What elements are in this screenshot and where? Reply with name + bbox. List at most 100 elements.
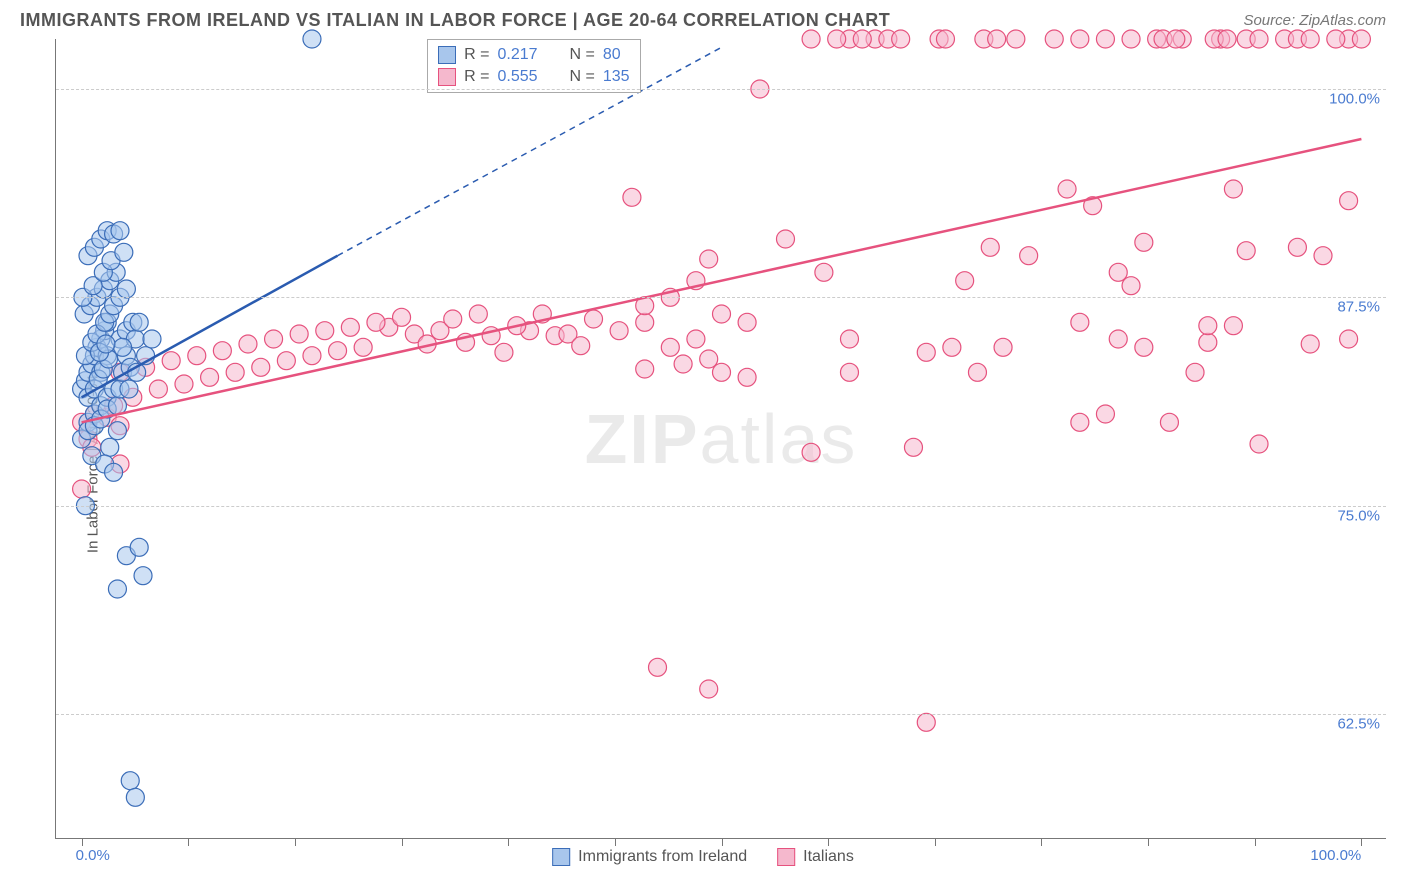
scatter-point bbox=[815, 263, 833, 281]
scatter-point bbox=[393, 308, 411, 326]
scatter-point bbox=[213, 342, 231, 360]
scatter-point bbox=[1340, 192, 1358, 210]
scatter-point bbox=[994, 338, 1012, 356]
x-tick bbox=[402, 838, 403, 846]
scatter-point bbox=[956, 272, 974, 290]
scatter-point bbox=[1250, 30, 1268, 48]
y-tick-label: 62.5% bbox=[1337, 716, 1380, 733]
scatter-point bbox=[121, 772, 139, 790]
scatter-point bbox=[354, 338, 372, 356]
scatter-point bbox=[943, 338, 961, 356]
x-tick bbox=[615, 838, 616, 846]
x-tick bbox=[188, 838, 189, 846]
scatter-point bbox=[981, 238, 999, 256]
scatter-point bbox=[1301, 335, 1319, 353]
series-legend: Immigrants from Ireland Italians bbox=[552, 848, 854, 866]
scatter-point bbox=[1058, 180, 1076, 198]
scatter-point bbox=[105, 463, 123, 481]
x-tick bbox=[82, 838, 83, 846]
scatter-point bbox=[917, 343, 935, 361]
ireland-swatch bbox=[552, 848, 570, 866]
scatter-point bbox=[303, 30, 321, 48]
scatter-point bbox=[1071, 313, 1089, 331]
italians-n-value: 135 bbox=[603, 68, 630, 86]
scatter-point bbox=[1167, 30, 1185, 48]
scatter-point bbox=[115, 243, 133, 261]
y-tick-label: 100.0% bbox=[1329, 91, 1380, 108]
gridline bbox=[56, 89, 1386, 90]
scatter-point bbox=[1199, 333, 1217, 351]
chart-container: In Labor Force | Age 20-64 ZIPatlas R = … bbox=[0, 39, 1406, 889]
legend-row: R = 0.555 N = 135 bbox=[438, 66, 629, 88]
scatter-point bbox=[892, 30, 910, 48]
scatter-point bbox=[1020, 247, 1038, 265]
scatter-point bbox=[636, 313, 654, 331]
x-tick bbox=[295, 838, 296, 846]
scatter-point bbox=[1224, 317, 1242, 335]
scatter-point bbox=[1250, 435, 1268, 453]
r-label: R = bbox=[464, 46, 489, 64]
scatter-point bbox=[1045, 30, 1063, 48]
scatter-point bbox=[968, 363, 986, 381]
y-tick-label: 87.5% bbox=[1337, 299, 1380, 316]
scatter-point bbox=[201, 368, 219, 386]
plot-area: ZIPatlas R = 0.217 N = 80 R = 0.555 N = … bbox=[55, 39, 1386, 839]
scatter-point bbox=[700, 250, 718, 268]
italians-r-value: 0.555 bbox=[497, 68, 537, 86]
scatter-point bbox=[853, 30, 871, 48]
scatter-point bbox=[252, 358, 270, 376]
scatter-point bbox=[239, 335, 257, 353]
scatter-point bbox=[149, 380, 167, 398]
scatter-point bbox=[265, 330, 283, 348]
scatter-point bbox=[623, 188, 641, 206]
legend-row: R = 0.217 N = 80 bbox=[438, 44, 629, 66]
scatter-point bbox=[226, 363, 244, 381]
italians-label: Italians bbox=[803, 848, 854, 866]
scatter-point bbox=[674, 355, 692, 373]
scatter-point bbox=[367, 313, 385, 331]
scatter-point bbox=[636, 360, 654, 378]
scatter-point bbox=[1352, 30, 1370, 48]
x-max-label: 100.0% bbox=[1310, 847, 1361, 864]
legend-item: Italians bbox=[777, 848, 854, 866]
scatter-point bbox=[316, 322, 334, 340]
x-min-label: 0.0% bbox=[76, 847, 110, 864]
scatter-point bbox=[162, 352, 180, 370]
scatter-point bbox=[649, 658, 667, 676]
scatter-point bbox=[572, 337, 590, 355]
x-tick bbox=[508, 838, 509, 846]
y-tick-label: 75.0% bbox=[1337, 507, 1380, 524]
scatter-point bbox=[1288, 238, 1306, 256]
scatter-point bbox=[1199, 317, 1217, 335]
scatter-point bbox=[117, 280, 135, 298]
gridline bbox=[56, 506, 1386, 507]
scatter-point bbox=[303, 347, 321, 365]
scatter-point bbox=[444, 310, 462, 328]
scatter-point bbox=[73, 480, 91, 498]
scatter-point bbox=[1122, 30, 1140, 48]
scatter-point bbox=[469, 305, 487, 323]
scatter-point bbox=[802, 30, 820, 48]
italians-swatch bbox=[438, 68, 456, 86]
scatter-point bbox=[840, 330, 858, 348]
x-tick bbox=[1041, 838, 1042, 846]
scatter-point bbox=[120, 380, 138, 398]
scatter-point bbox=[700, 680, 718, 698]
scatter-point bbox=[130, 538, 148, 556]
legend-item: Immigrants from Ireland bbox=[552, 848, 747, 866]
correlation-legend: R = 0.217 N = 80 R = 0.555 N = 135 bbox=[427, 39, 640, 93]
ireland-swatch bbox=[438, 46, 456, 64]
n-label: N = bbox=[570, 46, 595, 64]
scatter-point bbox=[1007, 30, 1025, 48]
scatter-point bbox=[828, 30, 846, 48]
italians-swatch bbox=[777, 848, 795, 866]
scatter-point bbox=[1096, 405, 1114, 423]
scatter-point bbox=[175, 375, 193, 393]
scatter-point bbox=[738, 313, 756, 331]
scatter-point bbox=[661, 338, 679, 356]
scatter-point bbox=[1224, 180, 1242, 198]
x-tick bbox=[1255, 838, 1256, 846]
scatter-point bbox=[1135, 233, 1153, 251]
scatter-point bbox=[130, 313, 148, 331]
scatter-point bbox=[1218, 30, 1236, 48]
